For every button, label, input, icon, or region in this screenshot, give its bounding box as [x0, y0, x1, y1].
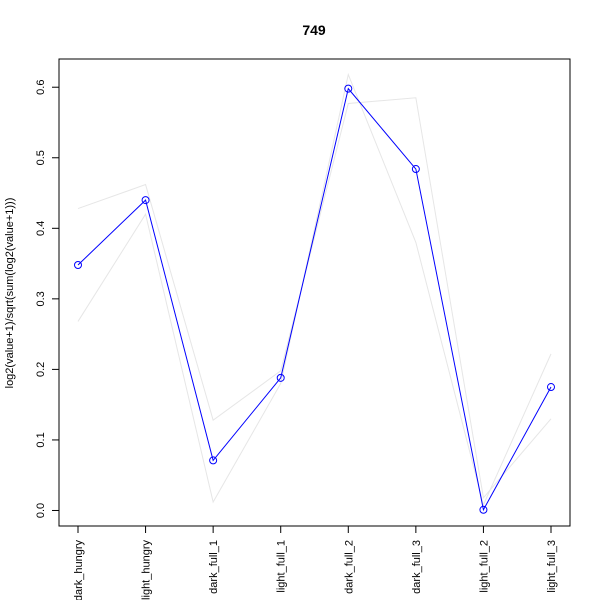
x-tick-label-5: dark_full_3: [411, 540, 423, 594]
x-tick-label-4: dark_full_2: [343, 540, 355, 594]
x-tick-label-7: light_full_3: [546, 540, 558, 593]
background-line-1: [77, 72, 552, 507]
plot-frame: [58, 58, 571, 527]
data-point-dark_full_1: [209, 456, 218, 465]
y-tick-label-5: 0.5: [35, 150, 47, 165]
y-tick-label-0: 0.0: [35, 503, 47, 518]
x-tick-label-2: dark_full_1: [208, 540, 220, 594]
y-axis: 0.0 0.1 0.2 0.3 0.4 0.5 0.6: [35, 80, 59, 518]
series-line-0: [77, 87, 552, 512]
data-point-light_hungry: [141, 196, 150, 205]
y-tick-label-6: 0.6: [35, 80, 47, 95]
data-point-light_full_3: [547, 383, 555, 392]
y-tick-label-2: 0.2: [35, 362, 47, 377]
x-axis: dark_hungry light_hungry dark_full_1 light_…: [73, 526, 558, 600]
x-tick-label-3: light_full_1: [276, 540, 288, 593]
y-axis-label: log2(value+1)/sqrt(sum(log2(value+1))): [4, 198, 16, 389]
data-point-light_full_1: [276, 373, 285, 382]
data-point-dark_full_2: [344, 84, 353, 93]
series-line: [74, 84, 555, 514]
chart-title: 749: [302, 22, 326, 38]
y-tick-label-1: 0.1: [35, 432, 47, 447]
y-tick-label-3: 0.3: [35, 291, 47, 306]
x-tick-label-0: dark_hungry: [73, 540, 85, 600]
y-tick-label-4: 0.4: [35, 221, 47, 236]
x-tick-label-1: light_hungry: [141, 540, 153, 600]
data-point-dark_hungry: [74, 260, 82, 269]
x-tick-label-6: light_full_2: [478, 540, 490, 593]
background-lines: [77, 72, 552, 507]
data-point-dark_full_3: [411, 165, 420, 174]
data-point-light_full_2: [479, 505, 488, 514]
background-line-0: [77, 97, 552, 499]
